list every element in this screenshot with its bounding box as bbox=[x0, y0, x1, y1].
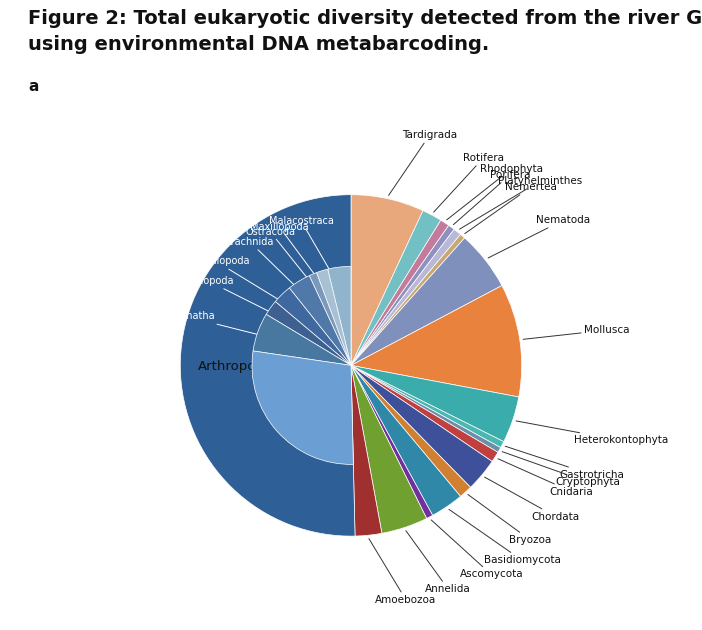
Text: Chordata: Chordata bbox=[484, 477, 580, 522]
Text: Rhodophyta: Rhodophyta bbox=[446, 164, 543, 220]
Wedge shape bbox=[351, 365, 501, 452]
Text: Rotifera: Rotifera bbox=[434, 153, 504, 212]
Text: Arthropoda: Arthropoda bbox=[197, 360, 272, 374]
Text: Basidiomycota: Basidiomycota bbox=[449, 510, 560, 565]
Wedge shape bbox=[266, 302, 351, 365]
Text: Entognatha: Entognatha bbox=[158, 311, 281, 340]
Wedge shape bbox=[351, 229, 461, 365]
Text: Malacostraca: Malacostraca bbox=[269, 216, 342, 292]
Text: Platyhelminthes: Platyhelminthes bbox=[460, 176, 582, 229]
Text: Arachnida: Arachnida bbox=[225, 237, 312, 302]
Text: Gastrotricha: Gastrotricha bbox=[505, 446, 625, 480]
Wedge shape bbox=[317, 269, 351, 365]
Text: Ostracoda: Ostracoda bbox=[245, 227, 322, 297]
Wedge shape bbox=[351, 365, 492, 487]
Wedge shape bbox=[351, 365, 519, 442]
Text: Nemertea: Nemertea bbox=[465, 182, 557, 234]
Wedge shape bbox=[328, 266, 351, 365]
Text: Cnidaria: Cnidaria bbox=[498, 459, 594, 496]
Wedge shape bbox=[351, 365, 504, 448]
Wedge shape bbox=[351, 365, 382, 536]
Text: a: a bbox=[28, 79, 39, 94]
Text: using environmental DNA metabarcoding.: using environmental DNA metabarcoding. bbox=[28, 35, 489, 54]
Text: Porifera: Porifera bbox=[453, 170, 530, 225]
Wedge shape bbox=[351, 365, 498, 461]
Wedge shape bbox=[351, 285, 522, 397]
Wedge shape bbox=[253, 314, 351, 365]
Text: Heterokontophyta: Heterokontophyta bbox=[516, 421, 668, 445]
Wedge shape bbox=[351, 220, 449, 365]
Text: Tardigrada: Tardigrada bbox=[389, 130, 457, 195]
Text: Maxillopoda: Maxillopoda bbox=[250, 222, 329, 294]
Wedge shape bbox=[351, 365, 427, 533]
Wedge shape bbox=[351, 195, 423, 365]
Text: Nematoda: Nematoda bbox=[488, 215, 590, 258]
Text: Ascomycota: Ascomycota bbox=[431, 520, 523, 580]
Text: Branchiopoda: Branchiopoda bbox=[183, 256, 299, 312]
Text: Cryptophyta: Cryptophyta bbox=[502, 452, 621, 487]
Text: Bryozoa: Bryozoa bbox=[468, 495, 551, 545]
Text: Insecta: Insecta bbox=[295, 393, 333, 403]
Wedge shape bbox=[310, 273, 351, 365]
Wedge shape bbox=[351, 365, 461, 515]
Text: Mollusca: Mollusca bbox=[523, 325, 630, 340]
Wedge shape bbox=[289, 275, 351, 365]
Wedge shape bbox=[351, 234, 465, 365]
Wedge shape bbox=[351, 210, 441, 365]
Wedge shape bbox=[252, 351, 353, 464]
Wedge shape bbox=[180, 195, 355, 536]
Wedge shape bbox=[351, 226, 454, 365]
Text: Diplopoda: Diplopoda bbox=[183, 276, 291, 322]
Wedge shape bbox=[351, 365, 470, 496]
Text: Figure 2: Total eukaryotic diversity detected from the river Glatt: Figure 2: Total eukaryotic diversity det… bbox=[28, 9, 702, 28]
Wedge shape bbox=[351, 238, 502, 365]
Wedge shape bbox=[275, 288, 351, 365]
Text: Annelida: Annelida bbox=[406, 530, 471, 594]
Text: Amoebozoa: Amoebozoa bbox=[369, 539, 437, 605]
Wedge shape bbox=[351, 365, 432, 518]
